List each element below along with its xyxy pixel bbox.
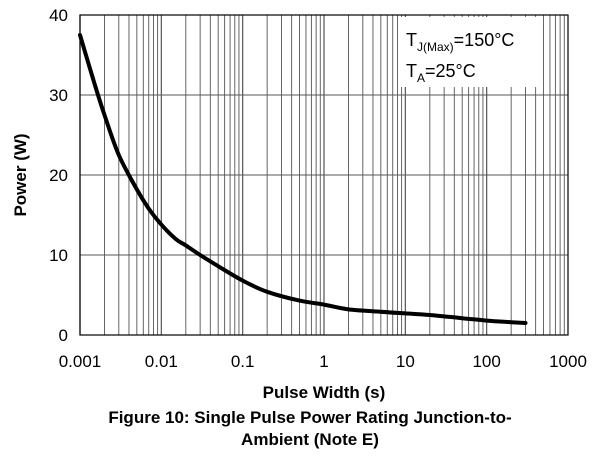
y-axis-label: Power (W) [11,133,30,216]
annotation-background [400,17,540,87]
y-tick-label: 30 [49,86,68,105]
x-tick-label: 0.1 [231,352,255,371]
x-tick-label: 10 [396,352,415,371]
x-axis-tick-labels: 0.001 0.01 0.1 1 10 100 1000 [59,352,587,371]
plot-area-frame [79,14,569,336]
x-tick-label: 1000 [549,352,587,371]
y-axis-tick-labels: 0 10 20 30 40 [49,6,68,345]
y-tick-label: 20 [49,166,68,185]
figure-caption-line-1: Figure 10: Single Pulse Power Rating Jun… [108,408,512,427]
annotation-ta: TA=25°C [406,61,476,85]
y-tick-label: 40 [49,6,68,25]
x-tick-label: 1 [319,352,328,371]
annotation-tjmax: TJ(Max)=150°C [406,30,514,54]
grid-lines [79,14,568,336]
x-tick-label: 100 [472,352,500,371]
x-axis-label: Pulse Width (s) [263,383,386,402]
y-tick-label: 10 [49,246,68,265]
y-tick-label: 0 [59,326,68,345]
x-tick-label: 0.01 [145,352,178,371]
annotation-box: TJ(Max)=150°C TA=25°C [400,17,540,87]
figure-caption-line-2: Ambient (Note E) [241,430,379,449]
series-line [78,33,528,325]
x-tick-label: 0.001 [59,352,102,371]
